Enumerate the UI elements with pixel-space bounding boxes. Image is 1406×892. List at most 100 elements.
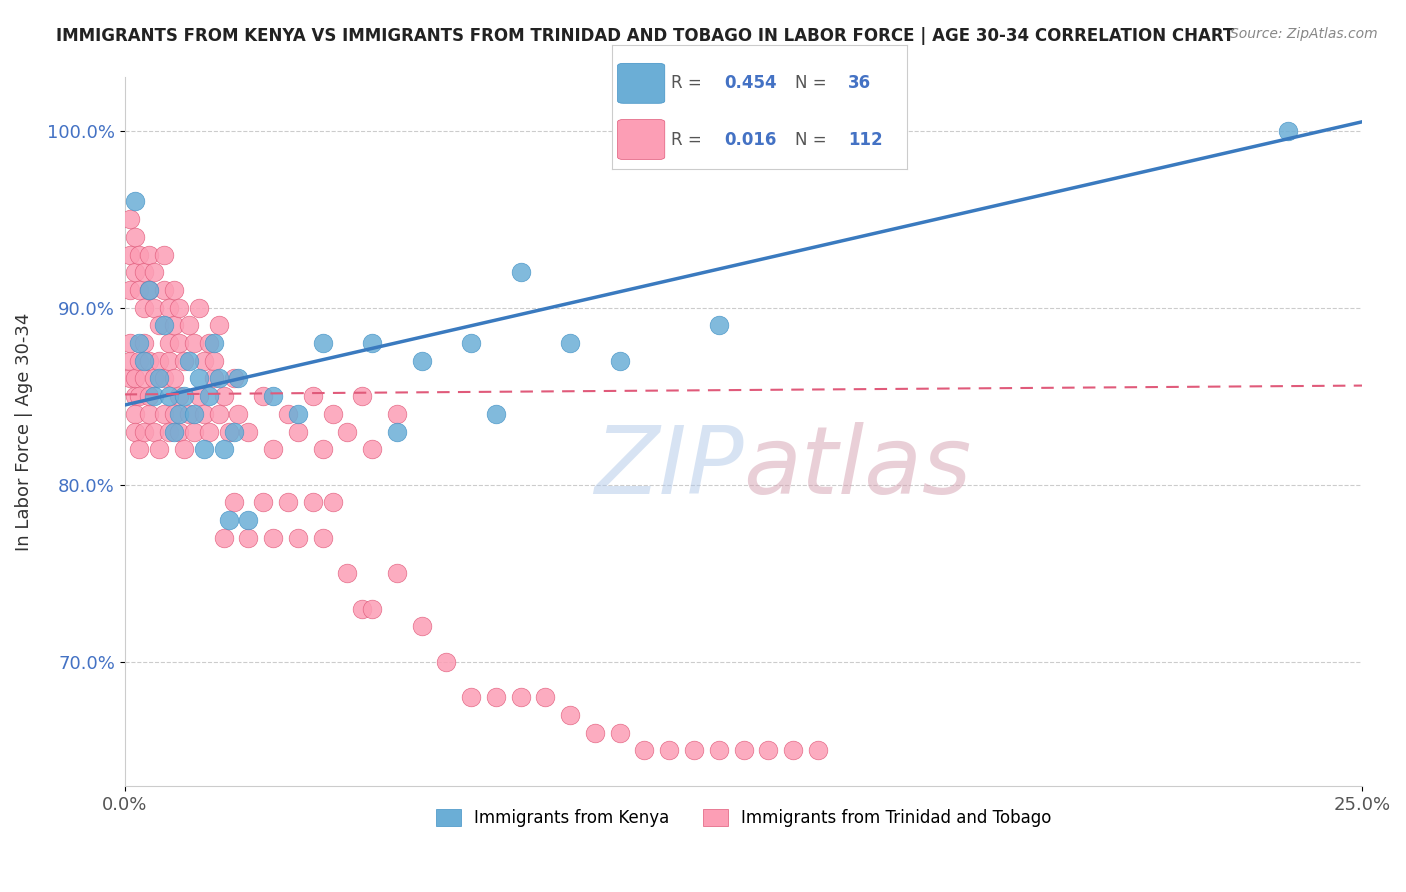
Point: [157, 301, 180, 315]
Point: [138, 283, 160, 297]
Point: [118, 371, 141, 385]
Point: [183, 407, 205, 421]
Point: [187, 389, 209, 403]
Point: [173, 442, 195, 457]
Point: [1277, 123, 1299, 137]
Text: IMMIGRANTS FROM KENYA VS IMMIGRANTS FROM TRINIDAD AND TOBAGO IN LABOR FORCE | AG: IMMIGRANTS FROM KENYA VS IMMIGRANTS FROM…: [56, 27, 1234, 45]
Point: [238, 531, 260, 545]
Point: [238, 425, 260, 439]
Point: [509, 690, 531, 705]
Point: [118, 212, 141, 227]
Point: [138, 353, 160, 368]
Point: [609, 353, 631, 368]
Point: [202, 353, 225, 368]
Point: [148, 442, 170, 457]
Point: [287, 425, 309, 439]
Point: [361, 601, 384, 615]
Point: [143, 389, 166, 403]
Point: [128, 353, 150, 368]
Text: 112: 112: [848, 130, 883, 148]
Point: [336, 566, 359, 581]
Point: [322, 407, 344, 421]
Point: [287, 531, 309, 545]
FancyBboxPatch shape: [617, 63, 665, 103]
Point: [124, 371, 146, 385]
Point: [118, 353, 141, 368]
Point: [252, 495, 274, 509]
Point: [138, 283, 160, 297]
Point: [153, 407, 176, 421]
Point: [336, 425, 359, 439]
Point: [361, 442, 384, 457]
Point: [583, 725, 606, 739]
Point: [352, 389, 374, 403]
Point: [411, 619, 433, 633]
Point: [173, 389, 195, 403]
Point: [212, 389, 235, 403]
Point: [301, 495, 323, 509]
Point: [707, 743, 730, 757]
Point: [153, 247, 176, 261]
Point: [277, 495, 299, 509]
Point: [218, 425, 240, 439]
Point: [128, 442, 150, 457]
Point: [167, 389, 190, 403]
Point: [228, 371, 250, 385]
Point: [128, 247, 150, 261]
Point: [277, 407, 299, 421]
Point: [560, 708, 582, 723]
Point: [177, 318, 200, 333]
Point: [124, 194, 146, 209]
Point: [560, 336, 582, 351]
Point: [118, 336, 141, 351]
Point: [436, 655, 458, 669]
Point: [534, 690, 557, 705]
Point: [411, 353, 433, 368]
Point: [118, 247, 141, 261]
Point: [202, 371, 225, 385]
Text: 0.016: 0.016: [724, 130, 776, 148]
Point: [124, 229, 146, 244]
Point: [352, 601, 374, 615]
Point: [197, 425, 219, 439]
Point: [134, 425, 156, 439]
Point: [134, 336, 156, 351]
Point: [252, 389, 274, 403]
Point: [707, 318, 730, 333]
Point: [322, 495, 344, 509]
Point: [157, 353, 180, 368]
Point: [301, 389, 323, 403]
Point: [118, 283, 141, 297]
Point: [197, 389, 219, 403]
Point: [609, 725, 631, 739]
Point: [153, 371, 176, 385]
Point: [138, 407, 160, 421]
Point: [163, 318, 186, 333]
Text: ZIP: ZIP: [593, 422, 744, 513]
Point: [485, 407, 508, 421]
Point: [124, 265, 146, 279]
Point: [633, 743, 655, 757]
Point: [733, 743, 755, 757]
Point: [311, 336, 333, 351]
Point: [143, 425, 166, 439]
Point: [782, 743, 804, 757]
Point: [153, 318, 176, 333]
Point: [193, 442, 215, 457]
Point: [756, 743, 779, 757]
Text: N =: N =: [794, 130, 831, 148]
FancyBboxPatch shape: [617, 120, 665, 160]
Point: [134, 301, 156, 315]
Point: [183, 425, 205, 439]
Point: [148, 371, 170, 385]
Point: [202, 336, 225, 351]
Point: [177, 407, 200, 421]
Point: [157, 389, 180, 403]
Point: [683, 743, 706, 757]
Point: [385, 407, 408, 421]
Point: [128, 283, 150, 297]
Point: [124, 425, 146, 439]
Text: R =: R =: [671, 74, 707, 92]
Point: [197, 336, 219, 351]
Point: [134, 265, 156, 279]
